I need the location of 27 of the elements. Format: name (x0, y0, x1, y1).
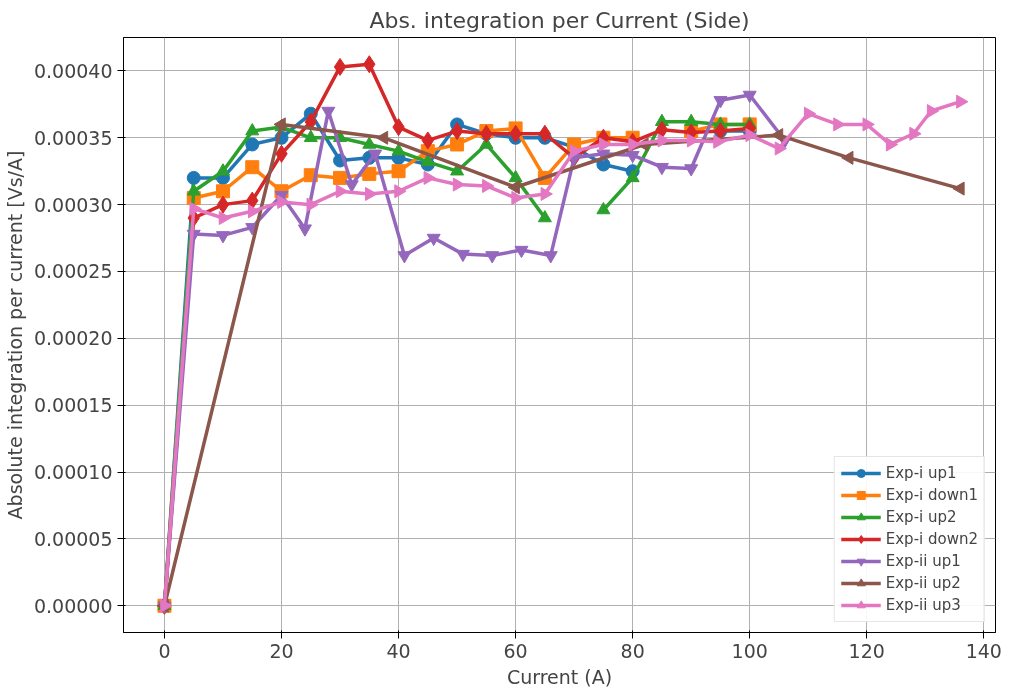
legend-label: Exp-ii up1 (885, 552, 961, 570)
y-tick-label: 0.00040 (33, 59, 113, 82)
y-tick-label: 0.00020 (33, 327, 113, 350)
x-tick-label: 140 (965, 639, 1002, 662)
y-tick-label: 0.00015 (33, 394, 113, 417)
y-axis-title: Absolute integration per current [Vs/A] (3, 150, 26, 520)
x-tick-label: 40 (386, 639, 411, 662)
legend-label: Exp-i up1 (885, 464, 957, 482)
y-tick-label: 0.00010 (33, 461, 113, 484)
y-tick-label: 0.00005 (33, 527, 113, 550)
chart-title: Abs. integration per Current (Side) (369, 7, 750, 33)
legend-label: Exp-i up2 (885, 508, 957, 526)
x-tick-label: 120 (848, 639, 885, 662)
x-tick-label: 80 (620, 639, 645, 662)
legend-label: Exp-i down1 (885, 486, 978, 504)
x-axis-title: Current (A) (506, 665, 613, 688)
legend-label: Exp-i down2 (885, 530, 978, 548)
legend-label: Exp-ii up2 (885, 574, 961, 592)
x-tick-label: 100 (731, 639, 768, 662)
y-tick-label: 0.00035 (33, 126, 113, 149)
y-tick-label: 0.00025 (33, 260, 113, 283)
x-tick-label: 20 (269, 639, 294, 662)
legend-label: Exp-ii up3 (885, 596, 961, 614)
x-tick-label: 60 (503, 639, 528, 662)
y-tick-label: 0.00030 (33, 193, 113, 216)
y-tick-label: 0.00000 (33, 594, 113, 617)
x-tick-label: 0 (158, 639, 171, 662)
